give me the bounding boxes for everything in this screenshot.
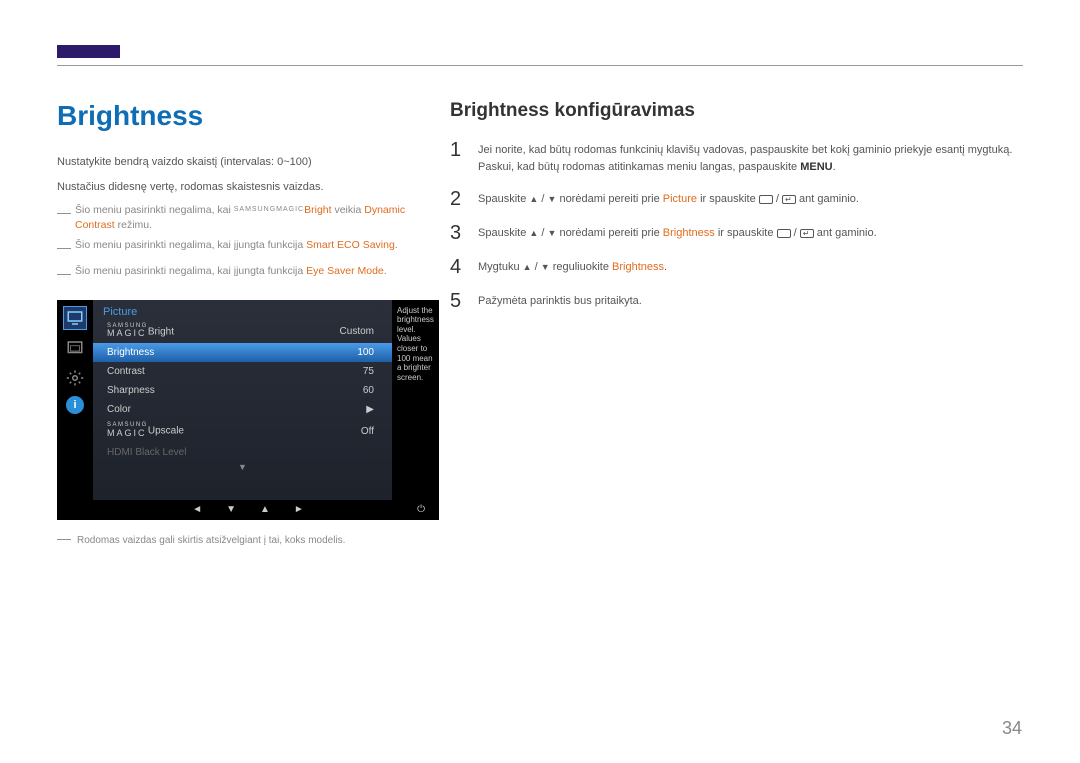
up-arrow-icon: ▲ <box>529 194 538 204</box>
osd-row: Color▶ <box>93 400 392 419</box>
osd-screenshot: i Picture SAMSUNGMAGICBrightCustomBright… <box>57 300 439 520</box>
nav-right-icon: ► <box>294 504 304 515</box>
step-5: 5 Pažymėta parinktis bus pritaikyta. <box>450 291 1025 311</box>
osd-row-label: SAMSUNGMAGICBright <box>107 324 324 340</box>
left-column: Brightness Nustatykite bendrą vaizdo ska… <box>57 100 427 546</box>
note-dash-icon: ― <box>57 264 75 284</box>
nav-down-icon: ▼ <box>226 504 236 515</box>
step-2-text: Spauskite ▲ / ▼ norėdami pereiti prie Pi… <box>478 189 1025 209</box>
osd-title: Picture <box>93 300 392 320</box>
step-3: 3 Spauskite ▲ / ▼ norėdami pereiti prie … <box>450 223 1025 243</box>
osd-row-label: Brightness <box>107 347 324 358</box>
osd-body: Picture SAMSUNGMAGICBrightCustomBrightne… <box>93 300 393 500</box>
step-number: 1 <box>450 140 478 175</box>
osd-row-value: 60 <box>324 385 374 396</box>
osd-footer: ◄ ▼ ▲ ► ⏻ <box>57 500 439 520</box>
intro-para-2: Nustačius didesnę vertę, rodomas skaiste… <box>57 179 427 196</box>
header-rule <box>57 65 1023 66</box>
button-icon <box>759 195 773 204</box>
step-number: 3 <box>450 223 478 243</box>
step-number: 2 <box>450 189 478 209</box>
note-3-text: Šio meniu pasirinkti negalima, kai įjung… <box>75 264 387 284</box>
step-2: 2 Spauskite ▲ / ▼ norėdami pereiti prie … <box>450 189 1025 209</box>
osd-row-value: Custom <box>324 326 374 337</box>
info-icon: i <box>66 396 84 414</box>
osd-row: Sharpness60 <box>93 381 392 400</box>
osd-row-value: 100 <box>324 347 374 358</box>
step-number: 4 <box>450 257 478 277</box>
osd-row-value: Off <box>324 426 374 437</box>
note-3: ― Šio meniu pasirinkti negalima, kai įju… <box>57 264 427 284</box>
note-dash-icon: ― <box>57 238 75 258</box>
return-button-icon <box>800 229 814 238</box>
osd-row: SAMSUNGMAGICUpscaleOff <box>93 419 392 443</box>
window-icon <box>63 336 87 360</box>
osd-row-label: SAMSUNGMAGICUpscale <box>107 423 324 439</box>
header-accent-bar <box>57 45 120 58</box>
section-heading: Brightness konfigūravimas <box>450 100 1025 122</box>
note-2-text: Šio meniu pasirinkti negalima, kai įjung… <box>75 238 398 258</box>
step-3-text: Spauskite ▲ / ▼ norėdami pereiti prie Br… <box>478 223 1025 243</box>
monitor-icon <box>63 306 87 330</box>
osd-helper-text: Adjust the brightness level. Values clos… <box>393 300 439 500</box>
osd-row-label: HDMI Black Level <box>107 447 324 458</box>
step-number: 5 <box>450 291 478 311</box>
right-column: Brightness konfigūravimas 1 Jei norite, … <box>450 100 1025 325</box>
note-1: ― Šio meniu pasirinkti negalima, kai SAM… <box>57 203 427 232</box>
step-1: 1 Jei norite, kad būtų rodomas funkcinių… <box>450 140 1025 175</box>
gear-icon <box>63 366 87 390</box>
power-icon: ⏻ <box>417 504 425 515</box>
image-footnote: ―Rodomas vaizdas gali skirtis atsižvelgi… <box>57 530 427 546</box>
note-1-text: Šio meniu pasirinkti negalima, kai SAMSU… <box>75 203 427 232</box>
step-4: 4 Mygtuku ▲ / ▼ reguliuokite Brightness. <box>450 257 1025 277</box>
step-5-text: Pažymėta parinktis bus pritaikyta. <box>478 291 1025 311</box>
nav-left-icon: ◄ <box>192 504 202 515</box>
osd-row-label: Color <box>107 404 324 415</box>
osd-row-label: Sharpness <box>107 385 324 396</box>
osd-row-label: Contrast <box>107 366 324 377</box>
return-button-icon <box>782 195 796 204</box>
down-arrow-icon: ▼ <box>541 262 550 272</box>
steps-list: 1 Jei norite, kad būtų rodomas funkcinių… <box>450 140 1025 311</box>
step-4-text: Mygtuku ▲ / ▼ reguliuokite Brightness. <box>478 257 1025 277</box>
up-arrow-icon: ▲ <box>523 262 532 272</box>
footnote-dash-icon: ― <box>57 530 71 546</box>
button-icon <box>777 229 791 238</box>
osd-sidebar: i <box>57 300 93 500</box>
note-2: ― Šio meniu pasirinkti negalima, kai įju… <box>57 238 427 258</box>
page-title: Brightness <box>57 100 427 132</box>
osd-row: SAMSUNGMAGICBrightCustom <box>93 320 392 344</box>
page-number: 34 <box>1002 718 1022 739</box>
nav-up-icon: ▲ <box>260 504 270 515</box>
osd-row-value: ▶ <box>324 404 374 415</box>
osd-row: Contrast75 <box>93 362 392 381</box>
note-dash-icon: ― <box>57 203 75 232</box>
osd-row: HDMI Black Level <box>93 443 392 462</box>
osd-row-value: 75 <box>324 366 374 377</box>
osd-row: Brightness100 <box>93 343 392 362</box>
up-arrow-icon: ▲ <box>529 228 538 238</box>
step-1-text: Jei norite, kad būtų rodomas funkcinių k… <box>478 140 1025 175</box>
intro-para-1: Nustatykite bendrą vaizdo skaistį (inter… <box>57 154 427 171</box>
